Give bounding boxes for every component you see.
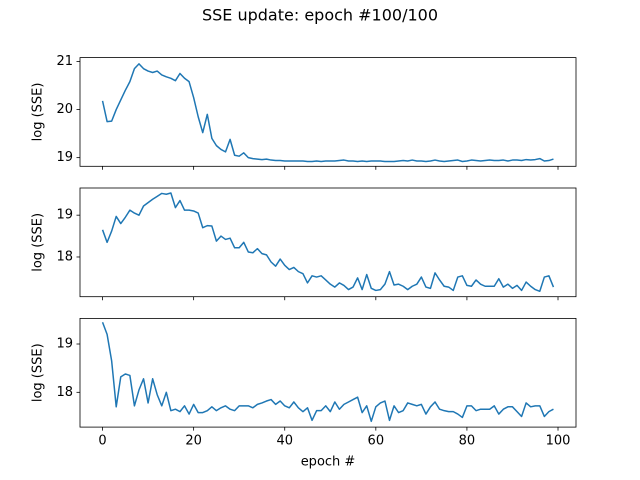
axes-frame	[79, 57, 577, 167]
y-tick-label: 21	[56, 54, 73, 69]
x-tick-label: 60	[368, 434, 385, 449]
y-tick-label: 18	[56, 249, 73, 264]
x-tick-label: 100	[546, 434, 571, 449]
x-tick-label: 80	[459, 434, 476, 449]
line-series	[101, 321, 554, 423]
y-tick-label: 18	[56, 385, 73, 400]
subplot: 18 19 log (SSE)	[31, 187, 577, 301]
y-tick-label: 19	[56, 337, 73, 352]
x-tick-label: 0	[98, 434, 106, 449]
subplot: 18 19 0 20 40 60 80 100 log (SSE) epoch #	[31, 317, 577, 470]
axes-frame	[79, 317, 577, 428]
x-tick-label: 20	[185, 434, 202, 449]
subplot: 19 20 21 log (SSE)	[31, 54, 577, 170]
y-tick-label: 19	[56, 208, 73, 223]
y-tick-label: 20	[56, 102, 73, 117]
y-axis-label: log (SSE)	[31, 83, 46, 142]
line-series	[101, 63, 554, 163]
x-tick-label: 40	[276, 434, 293, 449]
line-series	[101, 192, 555, 293]
axes-frame	[79, 187, 577, 298]
figure-title: SSE update: epoch #100/100	[202, 6, 438, 25]
x-axis-label: epoch #	[301, 455, 356, 470]
y-tick-label: 19	[56, 150, 73, 165]
y-axis-label: log (SSE)	[31, 343, 46, 402]
y-axis-label: log (SSE)	[31, 213, 46, 272]
